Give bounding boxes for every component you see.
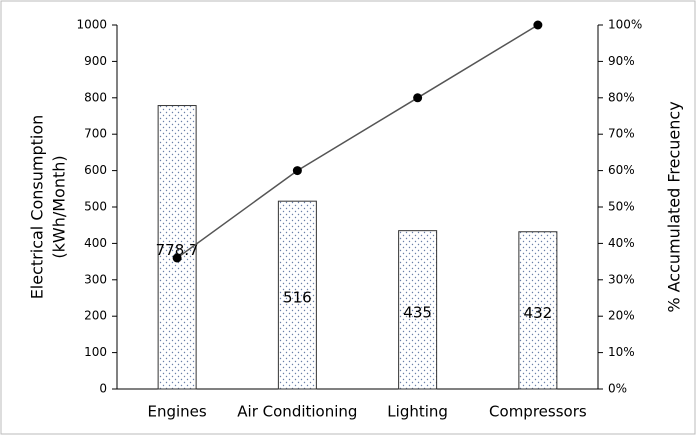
- y2-tick-label: 90%: [608, 54, 635, 68]
- data-label: 432: [524, 304, 553, 322]
- y-tick-label: 1000: [76, 18, 107, 32]
- y-tick-label: 400: [84, 236, 107, 250]
- bar: [518, 231, 558, 390]
- y-tick-label: 300: [84, 272, 107, 286]
- y2-tick-label: 30%: [608, 272, 635, 286]
- data-label: 435: [403, 303, 432, 321]
- y2-tick-label: 80%: [608, 90, 635, 104]
- y2-tick-label: 20%: [608, 309, 635, 323]
- y2-tick-label: 10%: [608, 345, 635, 359]
- y-tick-label: 500: [84, 200, 107, 214]
- y2-tick-label: 70%: [608, 127, 635, 141]
- y-tick-label: 600: [84, 163, 107, 177]
- y2-tick-label: 50%: [608, 200, 635, 214]
- y-tick-label: 100: [84, 345, 107, 359]
- y-tick-label: 0: [99, 382, 107, 396]
- bar: [277, 200, 317, 390]
- y-tick-label: 700: [84, 127, 107, 141]
- cumulative-marker: [172, 253, 182, 263]
- y2-axis-title: % Accumulated Frecuency: [665, 101, 684, 312]
- x-tick-label: Lighting: [387, 403, 448, 421]
- cumulative-marker: [413, 93, 423, 103]
- cumulative-marker: [533, 20, 543, 30]
- data-label: 516: [283, 289, 312, 307]
- y-tick-label: 200: [84, 309, 107, 323]
- cumulative-marker: [292, 166, 302, 176]
- cumulative-line: [176, 24, 539, 259]
- x-tick-label: Air Conditioning: [237, 403, 357, 421]
- y-tick-label: 800: [84, 90, 107, 104]
- y2-tick-label: 0%: [608, 382, 627, 396]
- data-label: 778.7: [156, 241, 199, 259]
- y2-tick-label: 100%: [608, 18, 642, 32]
- y-tick-label: 900: [84, 54, 107, 68]
- y2-tick-label: 40%: [608, 236, 635, 250]
- x-tick-label: Engines: [148, 403, 207, 421]
- y2-tick-label: 60%: [608, 163, 635, 177]
- y-axis-title: Electrical Consumption: [28, 115, 47, 300]
- bar: [157, 105, 197, 390]
- x-tick-label: Compressors: [489, 403, 587, 421]
- bar: [398, 230, 438, 390]
- y-axis-title: (kWh/Month): [50, 155, 69, 258]
